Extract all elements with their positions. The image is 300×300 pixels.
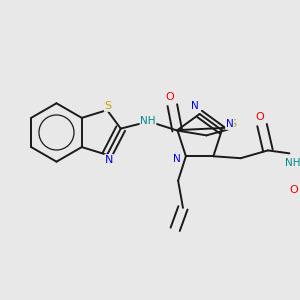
Text: N: N: [226, 119, 233, 129]
Text: S: S: [229, 119, 236, 129]
Text: N: N: [173, 154, 181, 164]
Text: S: S: [104, 101, 112, 111]
Text: NH: NH: [140, 116, 156, 126]
Text: N: N: [105, 155, 113, 165]
Text: O: O: [290, 185, 298, 195]
Text: O: O: [256, 112, 265, 122]
Text: O: O: [165, 92, 174, 102]
Text: NH: NH: [286, 158, 300, 168]
Text: N: N: [191, 101, 199, 111]
